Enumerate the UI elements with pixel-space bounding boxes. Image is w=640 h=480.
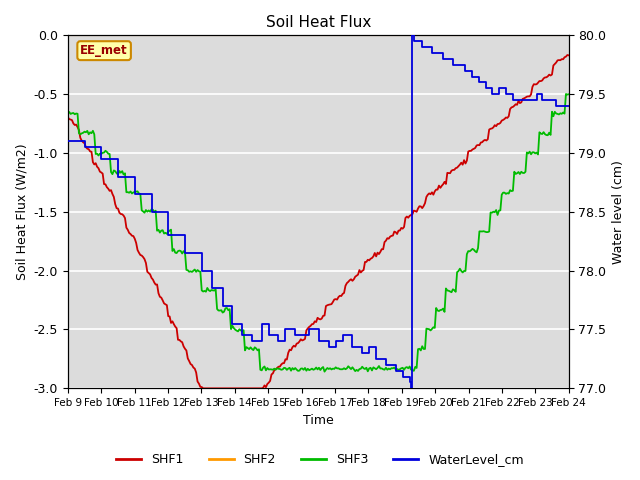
Title: Soil Heat Flux: Soil Heat Flux	[266, 15, 371, 30]
Y-axis label: Soil Heat Flux (W/m2): Soil Heat Flux (W/m2)	[15, 144, 28, 280]
Text: EE_met: EE_met	[80, 44, 128, 57]
X-axis label: Time: Time	[303, 414, 333, 427]
Legend: SHF1, SHF2, SHF3, WaterLevel_cm: SHF1, SHF2, SHF3, WaterLevel_cm	[111, 448, 529, 471]
Y-axis label: Water level (cm): Water level (cm)	[612, 160, 625, 264]
